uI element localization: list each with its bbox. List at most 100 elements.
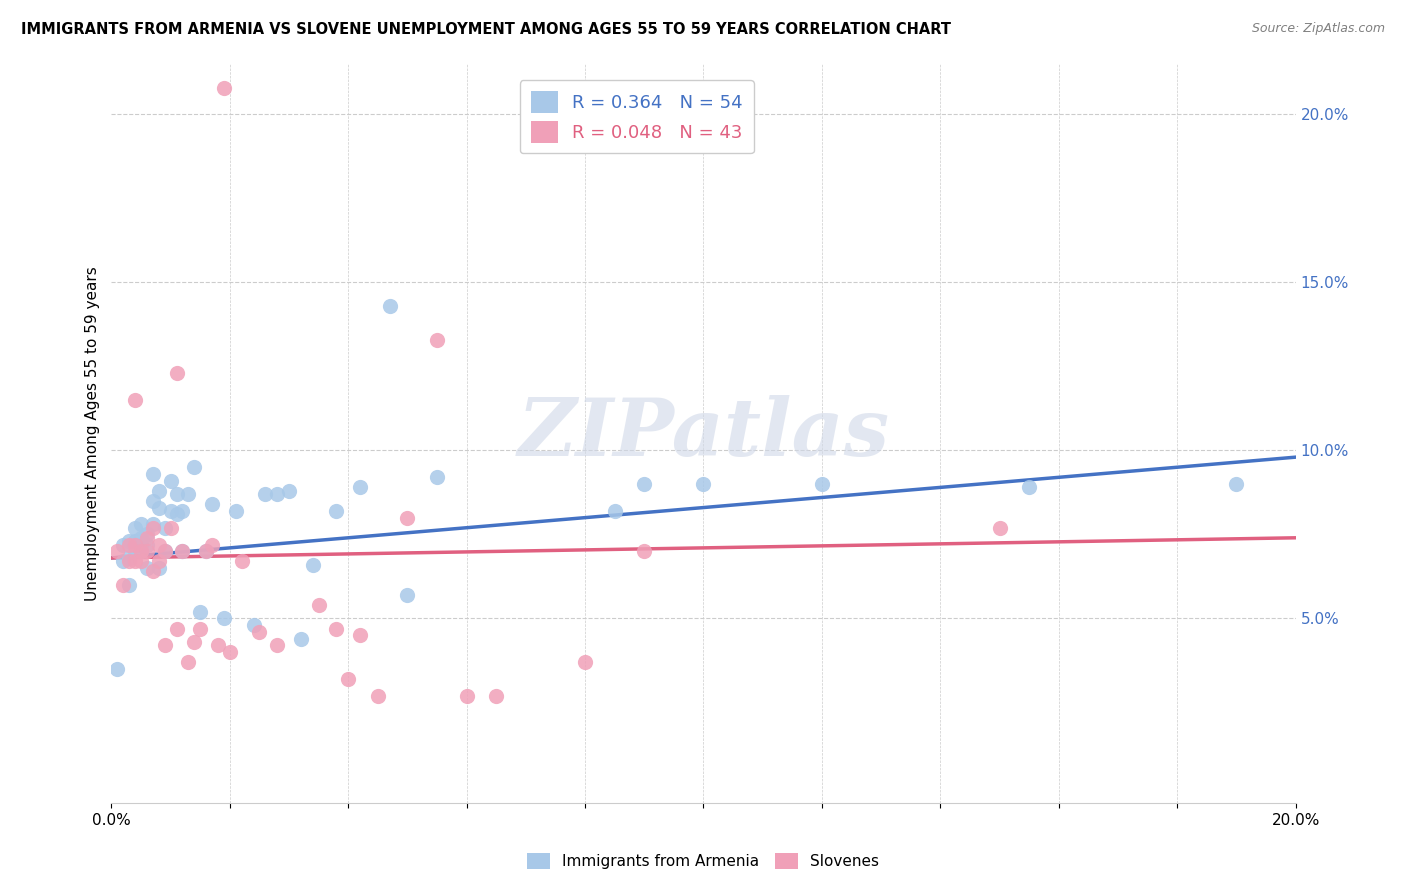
Point [574, 655, 596, 669]
Point [325, 504, 347, 518]
Legend: R = 0.364   N = 54, R = 0.048   N = 43: R = 0.364 N = 54, R = 0.048 N = 43 [520, 80, 754, 153]
Point [112, 554, 135, 568]
Point [177, 655, 200, 669]
Point [212, 611, 235, 625]
Text: IMMIGRANTS FROM ARMENIA VS SLOVENE UNEMPLOYMENT AMONG AGES 55 TO 59 YEARS CORREL: IMMIGRANTS FROM ARMENIA VS SLOVENE UNEMP… [21, 22, 950, 37]
Point [118, 578, 141, 592]
Point [177, 487, 200, 501]
Point [692, 477, 714, 491]
Point [129, 554, 152, 568]
Point [266, 487, 288, 501]
Point [218, 645, 240, 659]
Point [136, 544, 159, 558]
Point [172, 544, 194, 558]
Point [172, 544, 194, 558]
Point [153, 544, 176, 558]
Point [988, 521, 1011, 535]
Point [159, 521, 181, 535]
Point [633, 477, 655, 491]
Point [1018, 480, 1040, 494]
Point [159, 504, 181, 518]
Point [148, 483, 170, 498]
Point [105, 544, 128, 558]
Point [118, 537, 141, 551]
Point [188, 605, 211, 619]
Point [396, 588, 419, 602]
Point [118, 534, 141, 549]
Point [349, 480, 371, 494]
Point [136, 531, 159, 545]
Point [188, 622, 211, 636]
Point [153, 521, 176, 535]
Point [124, 544, 146, 558]
Point [212, 80, 235, 95]
Point [201, 497, 224, 511]
Point [142, 521, 165, 535]
Point [337, 672, 360, 686]
Point [426, 333, 449, 347]
Point [166, 487, 188, 501]
Point [124, 554, 146, 568]
Point [129, 531, 152, 545]
Y-axis label: Unemployment Among Ages 55 to 59 years: Unemployment Among Ages 55 to 59 years [86, 267, 100, 601]
Point [153, 544, 176, 558]
Point [124, 537, 146, 551]
Point [349, 628, 371, 642]
Point [325, 622, 347, 636]
Point [142, 467, 165, 481]
Point [124, 392, 146, 407]
Point [396, 510, 419, 524]
Point [136, 527, 159, 541]
Point [456, 689, 478, 703]
Point [105, 662, 128, 676]
Point [183, 460, 205, 475]
Point [153, 638, 176, 652]
Point [254, 487, 277, 501]
Point [1225, 477, 1247, 491]
Point [118, 554, 141, 568]
Point [166, 366, 188, 380]
Point [308, 598, 330, 612]
Point [278, 483, 301, 498]
Point [159, 474, 181, 488]
Point [142, 565, 165, 579]
Point [124, 534, 146, 549]
Point [142, 493, 165, 508]
Text: ZIPatlas: ZIPatlas [517, 395, 890, 473]
Point [633, 544, 655, 558]
Point [129, 544, 152, 558]
Point [129, 537, 152, 551]
Point [367, 689, 389, 703]
Point [225, 504, 247, 518]
Point [290, 632, 312, 646]
Point [142, 517, 165, 532]
Point [172, 504, 194, 518]
Legend: Immigrants from Armenia, Slovenes: Immigrants from Armenia, Slovenes [522, 847, 884, 875]
Point [266, 638, 288, 652]
Point [183, 635, 205, 649]
Point [195, 544, 218, 558]
Point [148, 561, 170, 575]
Point [207, 638, 229, 652]
Point [249, 624, 271, 639]
Point [811, 477, 834, 491]
Text: Source: ZipAtlas.com: Source: ZipAtlas.com [1251, 22, 1385, 36]
Point [136, 537, 159, 551]
Point [129, 517, 152, 532]
Point [129, 544, 152, 558]
Point [242, 618, 264, 632]
Point [148, 500, 170, 515]
Point [112, 537, 135, 551]
Point [118, 551, 141, 566]
Point [201, 537, 224, 551]
Point [148, 537, 170, 551]
Point [166, 508, 188, 522]
Point [231, 554, 253, 568]
Point [195, 544, 218, 558]
Point [112, 578, 135, 592]
Point [485, 689, 508, 703]
Point [136, 561, 159, 575]
Point [301, 558, 323, 572]
Point [124, 521, 146, 535]
Point [378, 299, 401, 313]
